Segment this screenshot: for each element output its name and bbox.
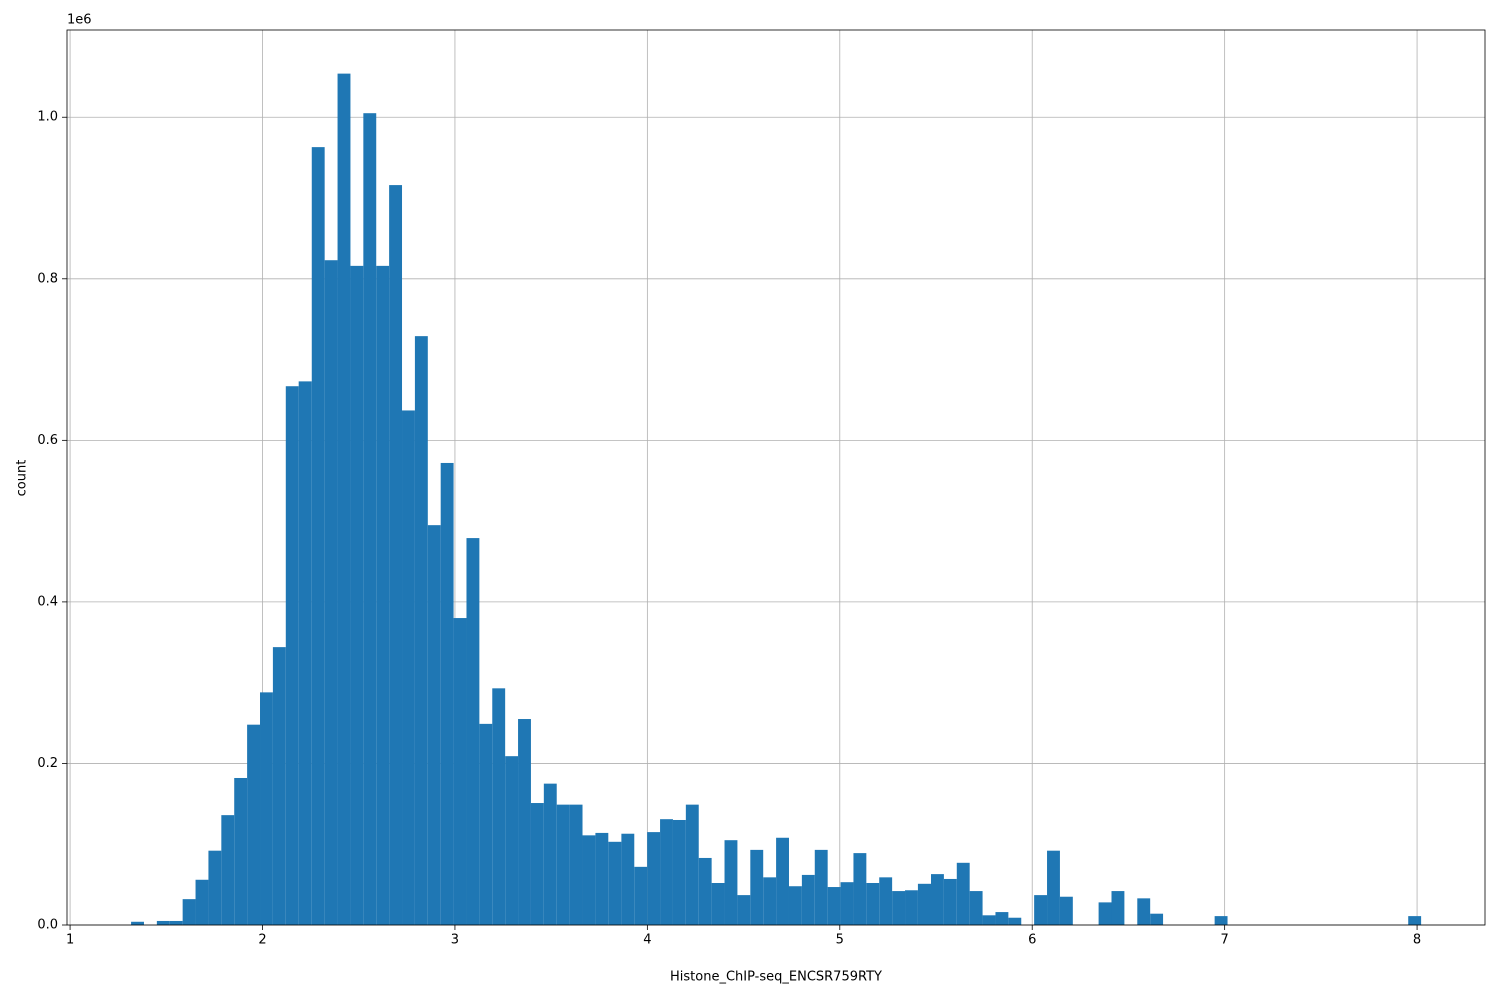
bar <box>402 410 415 925</box>
bar <box>285 386 299 926</box>
bar <box>389 185 403 925</box>
bar <box>711 882 725 925</box>
bar <box>982 915 996 925</box>
bar <box>208 850 222 925</box>
bar <box>1111 891 1125 925</box>
bar <box>776 837 789 925</box>
bar <box>247 724 261 925</box>
y-tick-label: 0.8 <box>37 271 58 286</box>
bar <box>853 853 867 925</box>
y-offset-label: 1e6 <box>67 13 92 28</box>
bar <box>956 862 970 925</box>
bar <box>1059 896 1073 925</box>
bar <box>647 832 661 925</box>
bar <box>634 866 648 925</box>
bar <box>169 920 183 925</box>
bar <box>763 877 777 925</box>
bar <box>221 815 235 925</box>
bar <box>737 895 751 925</box>
bar <box>621 833 635 925</box>
bar <box>905 890 918 925</box>
bar <box>1008 917 1022 925</box>
bar <box>131 921 144 925</box>
x-tick-label: 2 <box>258 933 266 948</box>
bar <box>427 525 441 925</box>
bar <box>608 841 622 925</box>
x-tick-label: 3 <box>451 933 459 948</box>
y-tick-label: 0.0 <box>37 918 58 933</box>
bar <box>931 874 944 925</box>
bar <box>892 891 906 925</box>
plot-frame <box>66 29 1486 926</box>
bar <box>995 912 1009 925</box>
bar <box>156 920 170 925</box>
y-tick-label: 0.4 <box>37 594 58 609</box>
bar <box>556 804 570 925</box>
y-axis-label: count <box>15 460 30 497</box>
bar <box>543 783 557 925</box>
bar <box>1047 850 1060 925</box>
x-tick-label: 6 <box>1028 933 1036 948</box>
bar <box>827 887 841 925</box>
bar <box>440 462 454 925</box>
bar <box>672 819 686 925</box>
bar <box>376 265 390 925</box>
bar <box>324 260 338 925</box>
bar <box>492 688 506 925</box>
bar <box>866 882 880 925</box>
bar <box>750 849 764 925</box>
bar <box>466 538 480 925</box>
bar <box>724 840 738 925</box>
bar <box>182 899 196 925</box>
bar <box>660 819 673 925</box>
y-tick-label: 1.0 <box>37 110 58 125</box>
bar <box>788 886 802 925</box>
bar <box>530 803 544 925</box>
x-tick-label: 5 <box>836 933 844 948</box>
bar <box>969 891 983 925</box>
bar <box>298 381 312 925</box>
bar <box>234 777 248 925</box>
x-tick-label: 4 <box>643 933 651 948</box>
bar <box>350 265 364 925</box>
bar <box>518 719 531 925</box>
x-tick-label: 1 <box>66 933 74 948</box>
bar <box>595 832 609 925</box>
bar <box>1214 916 1228 925</box>
x-tick-label: 8 <box>1413 933 1421 948</box>
bar <box>260 692 273 925</box>
x-axis-label: Histone_ChIP-seq_ENCSR759RTY <box>670 970 882 985</box>
bar <box>1137 898 1151 925</box>
bar <box>1034 895 1048 925</box>
bar <box>1150 913 1164 925</box>
bar <box>569 804 583 925</box>
bar <box>917 883 932 925</box>
y-tick-label: 0.2 <box>37 756 58 771</box>
bar <box>582 835 596 925</box>
bar <box>479 723 493 925</box>
bar <box>1408 916 1422 925</box>
bar <box>272 647 286 925</box>
y-tick-label: 0.6 <box>37 433 58 448</box>
bar <box>195 879 209 925</box>
bar <box>1098 902 1112 925</box>
bar <box>505 756 519 925</box>
bar <box>814 849 828 925</box>
bar <box>698 857 712 925</box>
bar <box>801 874 815 925</box>
bar <box>685 804 699 925</box>
bar <box>414 336 428 925</box>
bar <box>943 878 957 925</box>
bar <box>840 882 854 925</box>
x-tick-label: 7 <box>1221 933 1229 948</box>
bar <box>879 877 893 925</box>
bar <box>311 147 325 925</box>
bar <box>363 113 377 925</box>
bar <box>337 73 351 925</box>
bar <box>453 618 467 925</box>
